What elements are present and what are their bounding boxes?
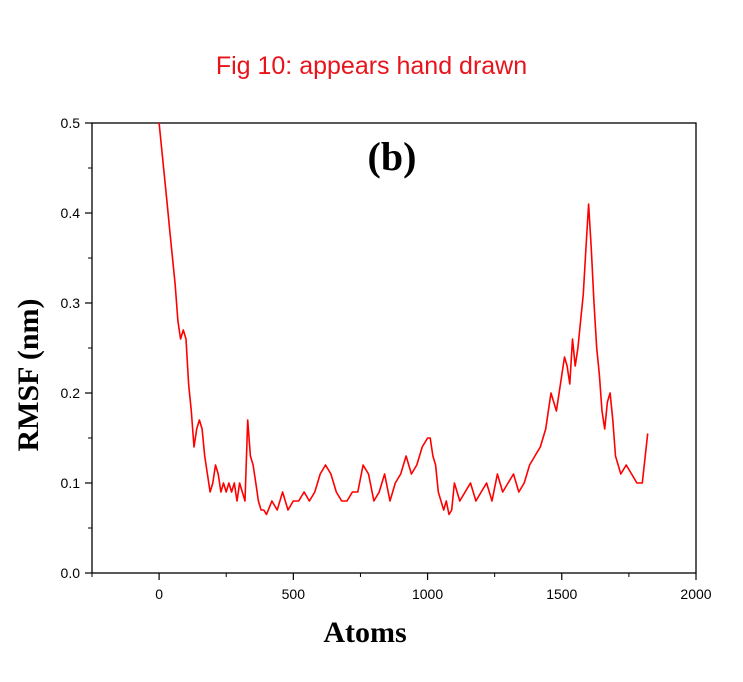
x-tick-label: 0 (155, 586, 163, 602)
panel-label: (b) (368, 134, 417, 179)
y-tick-label: 0.5 (61, 115, 81, 131)
y-tick-label: 0.3 (61, 295, 81, 311)
x-tick-label: 1000 (412, 586, 443, 602)
y-tick-label: 0.4 (61, 205, 81, 221)
y-tick-label: 0.1 (61, 475, 81, 491)
x-axis-title: Atoms (323, 616, 406, 649)
x-tick-label: 1500 (546, 586, 577, 602)
x-tick-label: 500 (282, 586, 306, 602)
y-tick-label: 0.2 (61, 385, 81, 401)
y-tick-label: 0.0 (61, 565, 81, 581)
rmsf-series-line (158, 122, 649, 516)
figure-caption: Fig 10: appears hand drawn (215, 52, 528, 80)
x-tick-label: 2000 (680, 586, 711, 602)
y-axis-title: RMSF (nm) (12, 298, 45, 451)
plot-area-frame (91, 122, 697, 574)
